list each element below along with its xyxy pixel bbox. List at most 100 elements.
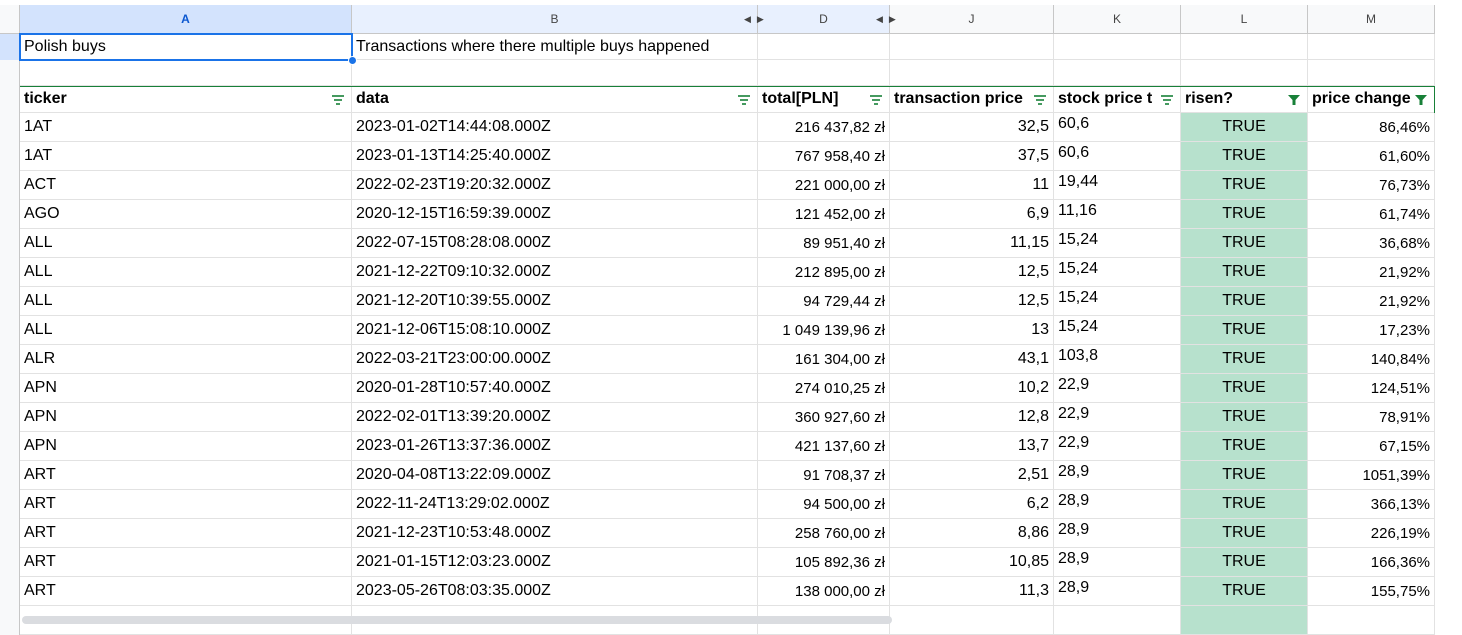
cell-risen[interactable]: TRUE bbox=[1181, 200, 1308, 229]
cell-price-change[interactable]: 21,92% bbox=[1308, 258, 1435, 287]
cell-total[interactable]: 221 000,00 zł bbox=[758, 171, 890, 200]
empty-cell[interactable] bbox=[1181, 606, 1308, 635]
cell-risen[interactable]: TRUE bbox=[1181, 374, 1308, 403]
cell-date[interactable]: 2022-02-01T13:39:20.000Z bbox=[352, 403, 758, 432]
column-header-a[interactable]: A bbox=[20, 5, 352, 34]
empty-cell[interactable] bbox=[1181, 34, 1308, 60]
cell-ticker[interactable]: ACT bbox=[20, 171, 352, 200]
cell-date[interactable]: 2022-02-23T19:20:32.000Z bbox=[352, 171, 758, 200]
fill-handle[interactable] bbox=[348, 56, 357, 65]
cell-total[interactable]: 138 000,00 zł bbox=[758, 577, 890, 606]
cell-total[interactable]: 421 137,60 zł bbox=[758, 432, 890, 461]
cell-date[interactable]: 2023-01-26T13:37:36.000Z bbox=[352, 432, 758, 461]
cell-risen[interactable]: TRUE bbox=[1181, 519, 1308, 548]
cell-ticker[interactable]: ART bbox=[20, 490, 352, 519]
header-stock-price[interactable]: stock price t bbox=[1054, 86, 1181, 113]
cell-price-change[interactable]: 155,75% bbox=[1308, 577, 1435, 606]
cell-date[interactable]: 2021-01-15T12:03:23.000Z bbox=[352, 548, 758, 577]
cell-price-change[interactable]: 21,92% bbox=[1308, 287, 1435, 316]
cell-stock-price[interactable]: 28,9 bbox=[1054, 519, 1181, 548]
column-header-j[interactable]: J bbox=[890, 5, 1054, 34]
row-header[interactable] bbox=[0, 171, 20, 200]
cell-ticker[interactable]: ALR bbox=[20, 345, 352, 374]
empty-cell[interactable] bbox=[352, 60, 758, 86]
cell-ticker[interactable]: AGO bbox=[20, 200, 352, 229]
cell-transaction-price[interactable]: 11 bbox=[890, 171, 1054, 200]
row-header[interactable] bbox=[0, 345, 20, 374]
cell-risen[interactable]: TRUE bbox=[1181, 258, 1308, 287]
cell-stock-price[interactable]: 11,16 bbox=[1054, 200, 1181, 229]
empty-cell[interactable] bbox=[758, 60, 890, 86]
cell-date[interactable]: 2023-05-26T08:03:35.000Z bbox=[352, 577, 758, 606]
row-header[interactable] bbox=[0, 60, 20, 86]
header-data[interactable]: data bbox=[352, 86, 758, 113]
header-price-change[interactable]: price change bbox=[1308, 86, 1435, 113]
row-header[interactable] bbox=[0, 34, 20, 60]
cell-ticker[interactable]: ALL bbox=[20, 316, 352, 345]
cell-stock-price[interactable]: 28,9 bbox=[1054, 548, 1181, 577]
cell-ticker[interactable]: ART bbox=[20, 577, 352, 606]
cell-transaction-price[interactable]: 12,5 bbox=[890, 287, 1054, 316]
cell-ticker[interactable]: ALL bbox=[20, 258, 352, 287]
cell-transaction-price[interactable]: 13,7 bbox=[890, 432, 1054, 461]
cell-transaction-price[interactable]: 11,15 bbox=[890, 229, 1054, 258]
cell-risen[interactable]: TRUE bbox=[1181, 432, 1308, 461]
cell-risen[interactable]: TRUE bbox=[1181, 345, 1308, 374]
empty-cell[interactable] bbox=[758, 34, 890, 60]
cell-total[interactable]: 161 304,00 zł bbox=[758, 345, 890, 374]
cell-stock-price[interactable]: 19,44 bbox=[1054, 171, 1181, 200]
cell-transaction-price[interactable]: 43,1 bbox=[890, 345, 1054, 374]
cell-price-change[interactable]: 226,19% bbox=[1308, 519, 1435, 548]
cell-total[interactable]: 258 760,00 zł bbox=[758, 519, 890, 548]
cell-stock-price[interactable]: 28,9 bbox=[1054, 461, 1181, 490]
empty-cell[interactable] bbox=[1054, 34, 1181, 60]
column-header-d[interactable]: D bbox=[758, 5, 890, 34]
cell-stock-price[interactable]: 15,24 bbox=[1054, 229, 1181, 258]
empty-cell[interactable] bbox=[1181, 60, 1308, 86]
filter-icon[interactable] bbox=[737, 94, 751, 106]
cell-ticker[interactable]: ALL bbox=[20, 287, 352, 316]
row-header[interactable] bbox=[0, 490, 20, 519]
cell-risen[interactable]: TRUE bbox=[1181, 403, 1308, 432]
cell-stock-price[interactable]: 15,24 bbox=[1054, 258, 1181, 287]
cell-stock-price[interactable]: 60,6 bbox=[1054, 142, 1181, 171]
row-header[interactable] bbox=[0, 142, 20, 171]
cell-price-change[interactable]: 67,15% bbox=[1308, 432, 1435, 461]
cell-transaction-price[interactable]: 2,51 bbox=[890, 461, 1054, 490]
filter-active-icon[interactable] bbox=[1414, 94, 1428, 106]
filter-icon[interactable] bbox=[869, 94, 883, 106]
cell-risen[interactable]: TRUE bbox=[1181, 548, 1308, 577]
cell-price-change[interactable]: 78,91% bbox=[1308, 403, 1435, 432]
empty-cell[interactable] bbox=[1308, 60, 1435, 86]
header-total[interactable]: total[PLN] bbox=[758, 86, 890, 113]
cell-price-change[interactable]: 76,73% bbox=[1308, 171, 1435, 200]
cell-risen[interactable]: TRUE bbox=[1181, 113, 1308, 142]
cell-total[interactable]: 274 010,25 zł bbox=[758, 374, 890, 403]
cell-stock-price[interactable]: 15,24 bbox=[1054, 316, 1181, 345]
cell-stock-price[interactable]: 103,8 bbox=[1054, 345, 1181, 374]
cell-stock-price[interactable]: 28,9 bbox=[1054, 577, 1181, 606]
cell-risen[interactable]: TRUE bbox=[1181, 229, 1308, 258]
cell-risen[interactable]: TRUE bbox=[1181, 316, 1308, 345]
filter-icon[interactable] bbox=[1160, 94, 1174, 106]
cell-risen[interactable]: TRUE bbox=[1181, 171, 1308, 200]
cell-date[interactable]: 2021-12-23T10:53:48.000Z bbox=[352, 519, 758, 548]
cell-stock-price[interactable]: 60,6 bbox=[1054, 113, 1181, 142]
empty-cell[interactable] bbox=[1308, 606, 1435, 635]
column-header-k[interactable]: K bbox=[1054, 5, 1181, 34]
cell-total[interactable]: 91 708,37 zł bbox=[758, 461, 890, 490]
cell-date[interactable]: 2021-12-06T15:08:10.000Z bbox=[352, 316, 758, 345]
cell-price-change[interactable]: 36,68% bbox=[1308, 229, 1435, 258]
empty-cell[interactable] bbox=[1054, 60, 1181, 86]
cell-total[interactable]: 121 452,00 zł bbox=[758, 200, 890, 229]
row-header[interactable] bbox=[0, 316, 20, 345]
arrow-left-icon[interactable]: ◀ bbox=[744, 14, 751, 24]
arrow-right-icon[interactable]: ▶ bbox=[756, 14, 764, 24]
header-risen[interactable]: risen? bbox=[1181, 86, 1308, 113]
cell-transaction-price[interactable]: 32,5 bbox=[890, 113, 1054, 142]
cell-ticker[interactable]: ART bbox=[20, 548, 352, 577]
cell-price-change[interactable]: 86,46% bbox=[1308, 113, 1435, 142]
cell-price-change[interactable]: 166,36% bbox=[1308, 548, 1435, 577]
row-header[interactable] bbox=[0, 403, 20, 432]
cell-date[interactable]: 2023-01-13T14:25:40.000Z bbox=[352, 142, 758, 171]
